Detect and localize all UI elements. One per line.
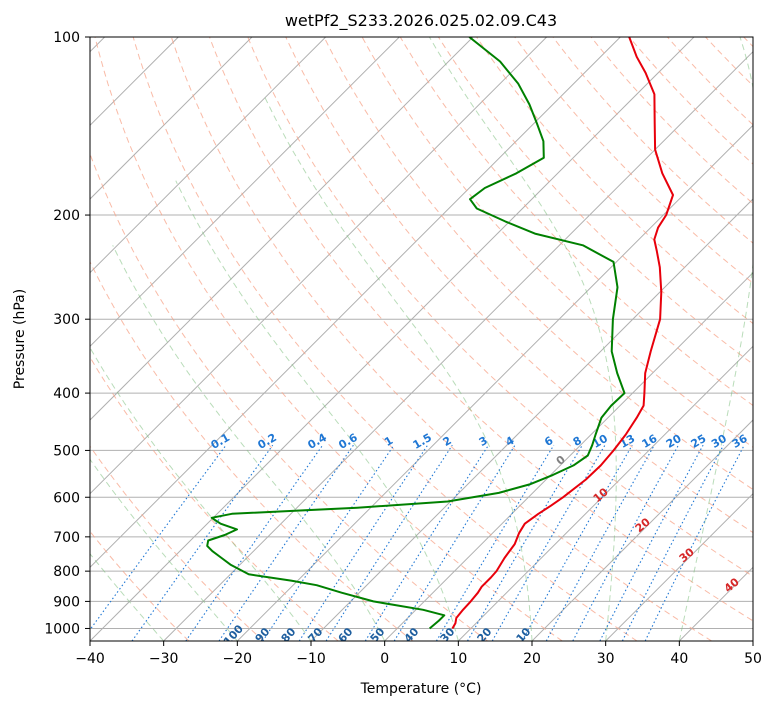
mixing-ratio-line [185, 444, 324, 641]
isotherm-gridline [90, 37, 327, 274]
isotherm-gridline [90, 37, 621, 569]
mixing-ratio-line [298, 444, 429, 641]
dry-adiabat [399, 37, 753, 407]
series-layer [206, 37, 674, 630]
isotherm-gridline [457, 345, 753, 641]
dry-adiabat [590, 37, 753, 205]
moist-adiabat [175, 180, 459, 641]
background-lines [90, 37, 753, 641]
dry-adiabat [132, 37, 638, 641]
y-tick-label: 100 [53, 30, 80, 46]
dry-adiabat [170, 37, 712, 641]
y-tick-label: 800 [53, 564, 80, 580]
mixing-ratio-line [325, 444, 453, 641]
isotherm-gridline [90, 37, 474, 421]
plot-frame [89, 36, 754, 642]
dry-adiabat [94, 37, 563, 641]
moist-adiabat [262, 94, 533, 641]
mixing-ratio-line [131, 444, 274, 641]
isotherm-gridline [90, 37, 695, 641]
isotherm-gridline [163, 50, 753, 641]
dry-adiabat [514, 37, 753, 284]
mixing-ratio-line [218, 444, 354, 641]
y-tick-label: 600 [53, 490, 80, 506]
mixing-ratio-line [644, 444, 745, 641]
y-tick-label: 900 [53, 594, 80, 610]
dry-adiabat [628, 37, 753, 165]
x-tick-label: −10 [296, 651, 326, 667]
dry-adiabat [476, 37, 753, 325]
y-tick-label: 500 [53, 443, 80, 459]
mixing-ratio-line [621, 444, 724, 641]
moist-adiabat [112, 245, 386, 641]
x-tick-label: −40 [75, 651, 105, 667]
mixing-ratio-line [364, 444, 489, 641]
mixing-ratio-line [262, 444, 395, 641]
x-tick-label: 20 [523, 651, 541, 667]
moist-adiabat [428, 37, 617, 641]
y-tick-label: 400 [53, 386, 80, 402]
x-tick-label: −20 [223, 651, 253, 667]
chart-title: wetPf2_S233.2026.025.02.09.C43 [285, 11, 557, 31]
dewpoint-profile-line [206, 37, 626, 630]
y-tick-label: 200 [53, 208, 80, 224]
temperature-profile-line [451, 37, 674, 629]
isotherm-gridline [236, 124, 753, 641]
x-tick-label: 10 [449, 651, 467, 667]
isotherm-gridline [90, 37, 400, 348]
mixing-ratio-line [521, 444, 633, 641]
x-tick-label: 30 [597, 651, 615, 667]
x-tick-label: 40 [670, 651, 688, 667]
dry-adiabat [323, 37, 753, 491]
grid-layer [90, 37, 753, 641]
dry-adiabat [209, 37, 753, 622]
moist-adiabat [678, 37, 753, 641]
isotherm-gridline [531, 419, 753, 641]
x-axis-label: Temperature (°C) [360, 681, 482, 697]
dry-adiabat [247, 37, 753, 577]
mixing-ratio-line [545, 444, 655, 641]
y-tick-label: 1000 [44, 621, 80, 637]
mixing-ratio-line [435, 444, 555, 641]
mixing-ratio-line [393, 444, 516, 641]
dry-adiabat [361, 37, 753, 448]
x-axis: −40 −30 −20 −10 0 10 20 30 40 50 [75, 641, 762, 667]
dry-adiabat [90, 260, 414, 641]
dry-adiabat [90, 445, 264, 641]
x-tick-label: 0 [380, 651, 389, 667]
y-tick-label: 300 [53, 312, 80, 328]
y-tick-label: 700 [53, 530, 80, 546]
moist-adiabat [90, 458, 238, 641]
y-axis: 100 200 300 400 500 600 700 800 900 1000 [44, 30, 90, 637]
isotherm-gridline [384, 271, 753, 641]
x-tick-label: 50 [744, 651, 762, 667]
isotherm-gridline [90, 37, 253, 200]
y-axis-label: Pressure (hPa) [12, 289, 28, 389]
isotherm-gridline [605, 492, 753, 641]
x-tick-label: −30 [149, 651, 179, 667]
isotherm-gridline [90, 37, 548, 495]
